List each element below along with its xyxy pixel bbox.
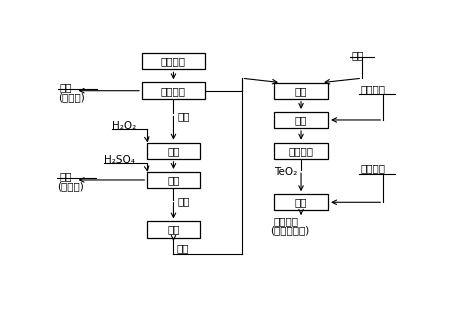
Text: 废电积液: 废电积液 [360,164,386,174]
Text: 滤液: 滤液 [178,196,190,206]
Text: 还原: 还原 [167,224,179,234]
Bar [274,83,328,99]
Text: TeO₂: TeO₂ [274,166,297,176]
Text: H₂SO₄: H₂SO₄ [104,155,134,165]
Text: 碲粉: 碲粉 [177,243,189,253]
Bar [142,52,205,69]
Bar [274,143,328,159]
Text: 废电积液: 废电积液 [360,84,386,94]
Text: 氧化: 氧化 [167,146,179,156]
Bar [147,222,200,238]
Text: H₂O₂: H₂O₂ [112,121,137,131]
Bar [142,82,205,99]
Text: (返火法): (返火法) [57,181,84,191]
Text: (返中和): (返中和) [58,92,85,102]
Text: 造液: 造液 [295,197,307,207]
Text: 溶解: 溶解 [295,86,307,96]
Text: 浸出: 浸出 [167,175,179,185]
Text: 硝酸: 硝酸 [352,50,364,60]
Text: (返生产流程): (返生产流程) [271,226,310,236]
Text: 水洗过滤: 水洗过滤 [289,146,313,156]
Bar [147,172,200,188]
Bar [147,143,200,159]
Bar [274,112,328,128]
Text: 水洗过滤: 水洗过滤 [161,86,186,96]
Text: 硒阳极泥: 硒阳极泥 [161,56,186,66]
Text: 滤液: 滤液 [178,111,190,121]
Text: 碲电积液: 碲电积液 [274,216,299,226]
Text: 中和: 中和 [295,115,307,125]
Text: 滤渣: 滤渣 [59,171,72,181]
Bar [274,194,328,210]
Text: 洗水: 洗水 [60,82,72,92]
